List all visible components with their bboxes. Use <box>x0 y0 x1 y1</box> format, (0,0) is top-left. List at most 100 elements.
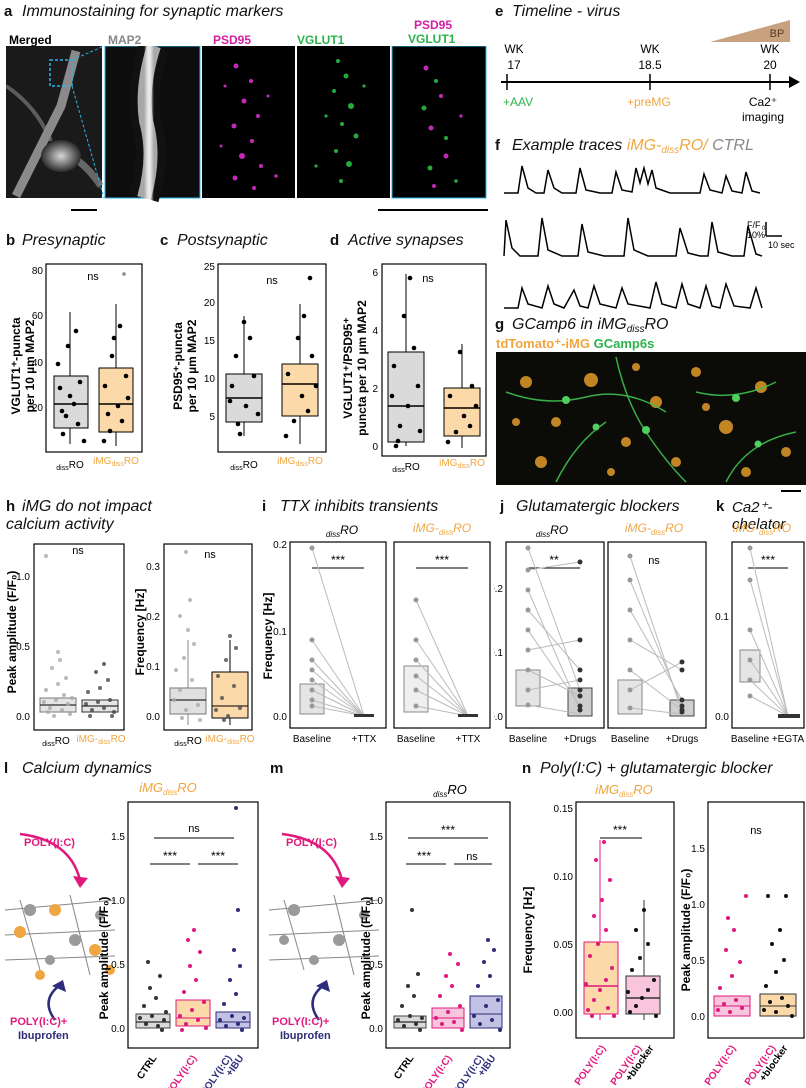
panel-j-letter: j <box>500 498 505 515</box>
panel-d-points <box>389 275 479 449</box>
panel-h-title-1: iMG do not impact <box>22 498 152 515</box>
svg-text:iMG-dissRO: iMG-dissRO <box>76 734 125 746</box>
svg-text:Baseline: Baseline <box>293 734 332 745</box>
panel-b-ylabel-2: per 10 µm MAP2 <box>23 319 37 412</box>
panel-n-letter: n <box>522 760 532 777</box>
svg-text:1.0: 1.0 <box>369 896 383 907</box>
sub-diss: diss <box>56 465 69 472</box>
svg-text:POLY(I:C): POLY(I:C) <box>419 1053 455 1088</box>
panel-g-legend: tdTomato⁺-iMG GCamp6s <box>496 336 655 351</box>
svg-text:17: 17 <box>507 58 521 72</box>
sub-diss: diss <box>230 465 243 472</box>
svg-text:F/F: F/F <box>747 220 761 230</box>
panel-c-points <box>227 275 319 439</box>
panel-c-ylabel-2: per 10 µm MAP2 <box>185 319 199 412</box>
svg-text:iMG-dissRO: iMG-dissRO <box>205 734 254 746</box>
svg-text:WK: WK <box>504 42 523 56</box>
svg-text:10%: 10% <box>747 230 765 240</box>
svg-text:POLY(I:C): POLY(I:C) <box>573 1043 609 1087</box>
panel-i-plots: dissRO iMG-dissRO Frequency [Hz] 0.0 0.1… <box>262 521 491 745</box>
svg-text:dissRO: dissRO <box>326 523 358 539</box>
ro: RO <box>177 780 197 795</box>
svg-text:0.10: 0.10 <box>554 872 574 883</box>
psd95-label: PSD95 <box>213 33 252 47</box>
panel-i-lines <box>311 547 469 717</box>
svg-text:20: 20 <box>763 58 777 72</box>
svg-text:0.00: 0.00 <box>554 1008 574 1019</box>
ro: RO <box>124 456 139 467</box>
map2-label: MAP2 <box>108 33 142 47</box>
svg-text:Peak amplitude (F/F₀): Peak amplitude (F/F₀) <box>97 897 111 1020</box>
sub-diss: diss <box>174 741 187 748</box>
svg-text:***: *** <box>331 553 345 567</box>
scale-bar <box>71 209 97 211</box>
sub-diss: diss <box>759 528 773 537</box>
panel-b-ytick: 80 <box>32 266 44 277</box>
svg-text:***: *** <box>417 849 431 863</box>
svg-text:***: *** <box>435 553 449 567</box>
merged-image <box>6 46 105 199</box>
sub-diss: diss <box>326 530 340 539</box>
panel-c-title: Postsynaptic <box>177 232 268 249</box>
panel-h-amplitude: Peak amplitude (F/F₀) 0.0 0.5 1.0 ns dis… <box>5 543 126 748</box>
svg-text:4: 4 <box>372 326 378 337</box>
svg-text:6: 6 <box>372 268 378 279</box>
svg-text:Peak amplitude (F/F₀): Peak amplitude (F/F₀) <box>5 571 19 694</box>
svg-text:0.0: 0.0 <box>146 712 160 723</box>
svg-text:iMGdissRO: iMGdissRO <box>595 782 653 799</box>
panel-b-ns: ns <box>87 271 99 283</box>
panel-b-title: Presynaptic <box>22 232 106 249</box>
schematic-m: POLY(I:C) POLY(I:C)+ Ibuprofen <box>268 832 380 1042</box>
panel-d-letter: d <box>330 232 340 249</box>
panel-d-plot: VGLUT1⁺/PSD95⁺ puncta per 10 µm MAP2 0 2… <box>341 263 487 474</box>
svg-text:0.1: 0.1 <box>273 627 287 638</box>
svg-text:Frequency [Hz]: Frequency [Hz] <box>133 589 147 676</box>
svg-text:0: 0 <box>762 226 766 232</box>
svg-text:Ca2⁺: Ca2⁺ <box>749 95 777 109</box>
panel-b-ylabel-1: VGLUT1⁺-puncta <box>9 317 23 414</box>
svg-text:dissRO: dissRO <box>536 523 568 539</box>
scale-bar <box>781 490 801 492</box>
img: iMG <box>277 456 296 467</box>
ro: RO <box>308 456 323 467</box>
svg-text:+TTX: +TTX <box>352 734 377 745</box>
panel-b-ytick: 60 <box>32 311 44 322</box>
trace-1 <box>504 165 761 194</box>
panel-h-title-2: calcium activity <box>6 516 114 533</box>
svg-text:iMGdissRO: iMGdissRO <box>439 458 485 470</box>
svg-text:***: *** <box>761 553 775 567</box>
panel-b-xlabel-ro: dissRO <box>56 460 84 472</box>
panel-g-letter: g <box>495 316 505 333</box>
svg-text:ns: ns <box>72 545 84 557</box>
panel-k-letter: k <box>716 498 725 515</box>
svg-text:0.5: 0.5 <box>691 956 705 967</box>
sub-diss: diss <box>98 739 111 746</box>
panel-f-title: Example traces iMG-dissRO/ CTRL <box>512 137 754 156</box>
svg-text:1.5: 1.5 <box>691 844 705 855</box>
svg-text:2: 2 <box>372 384 378 395</box>
bp-wedge <box>710 20 790 42</box>
premg-label: +preMG <box>627 95 671 109</box>
panel-d-ylabel-1: VGLUT1⁺/PSD95⁺ <box>341 317 355 418</box>
svg-text:iMGdissRO: iMGdissRO <box>277 456 323 468</box>
svg-text:Ibuprofen: Ibuprofen <box>18 1030 69 1042</box>
panel-h-letter: h <box>6 498 16 515</box>
ro: RO <box>111 734 126 745</box>
svg-text:0.0: 0.0 <box>691 1012 705 1023</box>
ro: RO <box>665 521 683 535</box>
panel-h-plots: Peak amplitude (F/F₀) 0.0 0.5 1.0 ns dis… <box>5 543 255 748</box>
svg-text:iMGdissRO: iMGdissRO <box>139 780 197 797</box>
scale-bar-zoom <box>378 209 488 211</box>
svg-text:0.5: 0.5 <box>16 642 30 653</box>
map2-image <box>104 46 201 203</box>
ro: RO <box>240 734 255 745</box>
ro: RO <box>470 458 485 469</box>
panel-b-ytick: 40 <box>32 358 44 369</box>
panels-bcd-plots: VGLUT1⁺-puncta per 10 µm MAP2 20 40 60 8… <box>9 262 487 474</box>
img: iMG <box>139 780 163 795</box>
micrograph-strip <box>6 46 488 211</box>
sub-diss: diss <box>433 790 447 799</box>
aav-label: +AAV <box>503 95 533 109</box>
svg-text:***: *** <box>211 849 225 863</box>
svg-text:Peak amplitude (F/F₀): Peak amplitude (F/F₀) <box>359 897 373 1020</box>
